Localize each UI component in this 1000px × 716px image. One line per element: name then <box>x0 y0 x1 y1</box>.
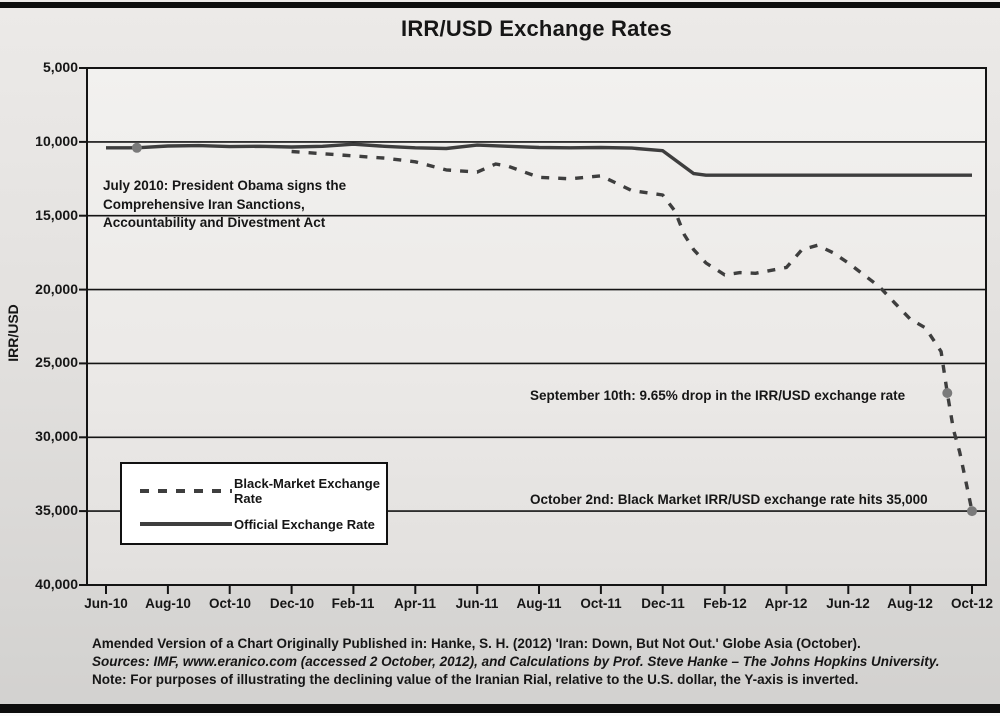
footer-line-3: Note: For purposes of illustrating the d… <box>92 672 859 687</box>
y-tick-label: 30,000 <box>35 428 78 444</box>
chart-title: IRR/USD Exchange Rates <box>401 16 672 41</box>
annotation-sep-10: September 10th: 9.65% drop in the IRR/US… <box>530 388 906 403</box>
y-tick-label: 25,000 <box>35 354 78 370</box>
annotation-oct-2: October 2nd: Black Market IRR/USD exchan… <box>530 492 928 507</box>
legend-item-official: Official Exchange Rate <box>122 517 386 532</box>
black-market-line <box>291 149 974 512</box>
x-tick-label: Oct-12 <box>950 596 994 611</box>
x-tick-label: Jun-10 <box>84 596 128 611</box>
x-tick-label: Oct-11 <box>580 596 622 611</box>
x-tick-label: Jun-11 <box>455 596 499 611</box>
y-tick-label: 15,000 <box>35 207 78 223</box>
y-tick-label: 5,000 <box>42 59 78 75</box>
top-border-bar <box>0 2 1000 8</box>
july-2010-point <box>131 142 142 153</box>
plot-frame <box>86 67 987 586</box>
x-tick-label: Dec-10 <box>269 596 315 611</box>
annotation-july-2010: July 2010: President Obama signs the Com… <box>103 178 347 230</box>
legend-label: Official Exchange Rate <box>234 516 375 532</box>
y-tick-label: 35,000 <box>35 502 78 518</box>
x-tick-label: Oct-10 <box>208 596 252 611</box>
bottom-edge <box>0 713 1000 716</box>
footer-notes: Amended Version of a Chart Originally Pu… <box>92 635 972 689</box>
y-tick-label: 40,000 <box>35 576 78 592</box>
x-tick-label: Apr-11 <box>393 596 437 611</box>
x-tick-label: Aug-10 <box>145 596 191 611</box>
sep-10-point <box>942 388 953 398</box>
official-rate-line <box>106 142 972 177</box>
y-tick-label: 20,000 <box>35 281 78 297</box>
legend-label: Black-Market Exchange Rate <box>234 475 380 506</box>
footer-line-1: Amended Version of a Chart Originally Pu… <box>92 636 861 651</box>
x-tick-label: Aug-11 <box>516 596 562 611</box>
x-tick-label: Aug-12 <box>887 596 933 611</box>
x-tick-label: Feb-12 <box>703 596 747 611</box>
bottom-border-bar <box>0 704 1000 713</box>
footer-line-2: Sources: IMF, www.eranico.com (accessed … <box>92 654 940 669</box>
legend-item-black-market: Black-Market Exchange Rate <box>122 476 386 506</box>
x-tick-label: Jun-12 <box>826 596 870 611</box>
oct-2-point <box>967 506 977 517</box>
x-tick-label: Dec-11 <box>641 596 685 611</box>
x-tick-label: Apr-12 <box>764 596 808 611</box>
y-tick-label: 10,000 <box>35 133 78 149</box>
legend: Black-Market Exchange Rate Official Exch… <box>120 462 388 545</box>
x-tick-label: Feb-11 <box>331 596 375 611</box>
solid-line-swatch <box>140 522 232 526</box>
dashed-line-swatch <box>140 488 232 493</box>
